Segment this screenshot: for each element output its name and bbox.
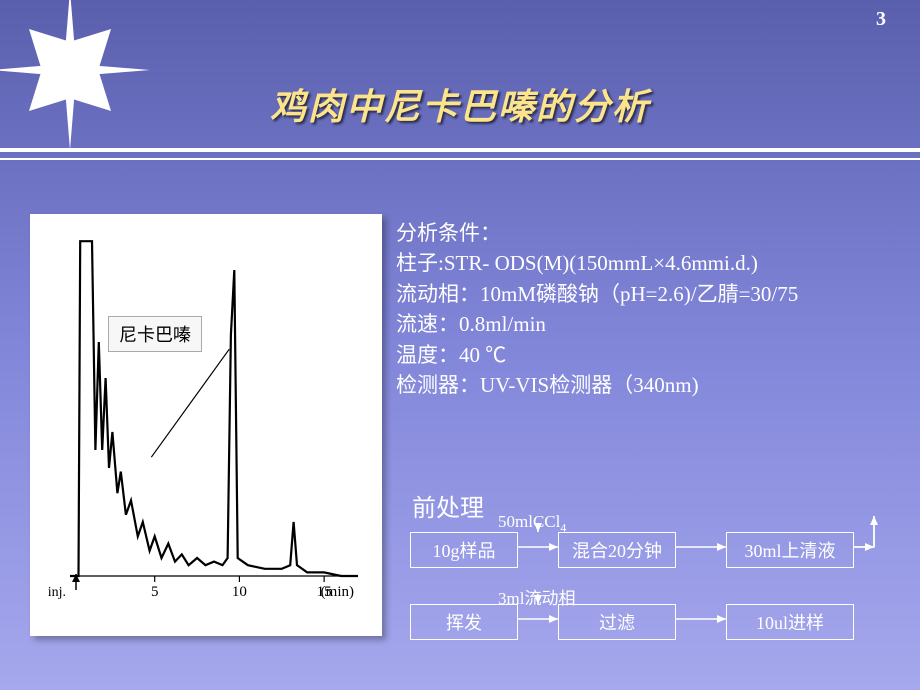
chromatogram-card: 51015inj.(min) xyxy=(30,214,382,636)
page-number: 3 xyxy=(876,8,886,31)
slide-title: 鸡肉中尼卡巴嗪的分析 xyxy=(270,87,650,127)
svg-text:5: 5 xyxy=(151,584,159,600)
conditions-block: 分析条件： 柱子:STR- ODS(M)(150mmL×4.6mmi.d.) 流… xyxy=(396,218,906,401)
conditions-line: 柱子:STR- ODS(M)(150mmL×4.6mmi.d.) xyxy=(396,248,906,278)
svg-text:10: 10 xyxy=(232,584,247,600)
conditions-heading: 分析条件： xyxy=(396,218,906,248)
chromatogram-plot: 51015inj.(min) xyxy=(44,228,368,622)
flow-box-evaporate: 挥发 xyxy=(410,604,518,640)
flowchart: 50mlCCl4 3ml流动相 10g样品 混合20分钟 30ml上清液 挥发 … xyxy=(398,510,898,670)
title-area: 鸡肉中尼卡巴嗪的分析 xyxy=(0,78,920,130)
conditions-line: 温度：40 ℃ xyxy=(396,340,906,370)
flow-box-mix: 混合20分钟 xyxy=(558,532,676,568)
conditions-line: 检测器：UV-VIS检测器（340nm) xyxy=(396,370,906,400)
conditions-line: 流速：0.8ml/min xyxy=(396,309,906,339)
flow-box-supernatant: 30ml上清液 xyxy=(726,532,854,568)
flow-box-filter: 过滤 xyxy=(558,604,676,640)
flow-box-inject: 10ul进样 xyxy=(726,604,854,640)
conditions-line: 流动相：10mM磷酸钠（pH=2.6)/乙腈=30/75 xyxy=(396,279,906,309)
flow-box-sample: 10g样品 xyxy=(410,532,518,568)
divider-thin xyxy=(0,158,920,160)
peak-label: 尼卡巴嗪 xyxy=(108,316,202,352)
divider-thick xyxy=(0,148,920,152)
svg-text:(min): (min) xyxy=(321,584,354,600)
svg-text:inj.: inj. xyxy=(48,585,66,600)
